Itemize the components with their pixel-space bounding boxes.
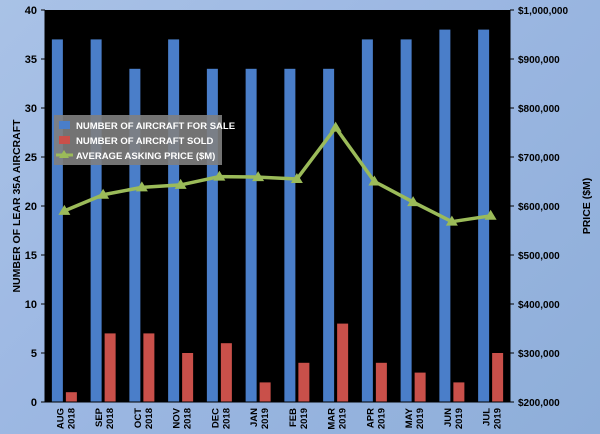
bar-sold [414,372,426,402]
bar-sold [65,392,77,402]
x-tick-label: JUN2019 [443,408,465,429]
bar-sold [298,362,310,402]
right-tick-label: $1,000,000 [518,6,568,17]
bar-for-sale [400,39,412,403]
right-tick-label: $800,000 [518,104,560,115]
legend-swatch [59,136,70,144]
legend-swatch [59,121,70,129]
right-tick-label: $300,000 [518,349,560,360]
price-point [174,178,187,189]
x-tick-label: AUG2018 [55,408,77,429]
right-axis: $200,000 $300,000 $400,000 $500,000 $600,000… [509,6,568,409]
left-tick-label: 30 [25,103,37,115]
legend-box [54,115,222,165]
price-point [329,121,342,132]
left-tick-label: 5 [31,348,37,360]
line-layer [58,121,497,226]
bar-for-sale [361,39,373,403]
bar-for-sale [90,39,102,403]
right-tick-label: $200,000 [518,398,560,409]
bar-sold [143,333,155,402]
x-tick-label: SEP2018 [94,407,116,429]
bar-for-sale [206,68,218,403]
bar-sold [375,362,387,402]
bar-for-sale [439,29,451,402]
x-tick-label: JAN2019 [249,408,271,429]
bars-layer [51,29,504,403]
bar-for-sale [129,68,141,403]
right-tick-label: $900,000 [518,55,560,66]
x-tick-label: NOV2018 [172,407,194,429]
bar-for-sale [168,39,180,403]
right-tick-label: $400,000 [518,300,560,311]
bar-for-sale [284,68,296,403]
legend: NUMBER OF AIRCRAFT FOR SALE NUMBER OF AIR… [54,115,235,165]
bar-sold [220,343,232,402]
bar-for-sale [245,68,257,403]
x-tick-label: OCT2018 [133,408,155,429]
price-point [252,171,265,182]
x-tick-label: JUL2019 [482,408,504,429]
right-tick-label: $700,000 [518,153,560,164]
y2-axis-label: PRICE ($M) [581,178,593,235]
price-point [484,209,497,220]
left-tick-label: 25 [25,152,37,164]
price-line [63,125,491,224]
x-tick-label: MAY2019 [404,407,426,429]
price-point [97,188,110,199]
bar-sold [104,333,116,402]
legend-label: AVERAGE ASKING PRICE ($M) [76,151,215,162]
left-tick-label: 40 [25,5,37,17]
right-tick-label: $500,000 [518,251,560,262]
bar-sold [259,382,271,402]
price-point [445,215,458,226]
bar-for-sale [51,39,63,403]
x-tick-label: APR2019 [365,408,387,429]
left-tick-label: 0 [31,397,37,409]
bar-sold [492,353,504,402]
x-axis: AUG2018 SEP2018 OCT2018 NOV2018 DEC2018 JAN20… [45,401,510,430]
price-point [58,204,71,215]
left-axis: 0 5 10 15 20 25 30 35 40 [25,5,46,409]
right-tick-label: $600,000 [518,202,560,213]
left-tick-label: 20 [25,201,37,213]
x-tick-label: FEB2019 [288,408,310,429]
price-point [368,175,381,186]
bar-sold [182,353,194,402]
left-tick-label: 15 [25,250,37,262]
plot-area [45,10,510,402]
left-tick-label: 35 [25,54,37,66]
x-tick-label: MAR2019 [327,408,349,430]
bar-sold [337,323,349,402]
price-point [290,173,303,184]
legend-label: NUMBER OF AIRCRAFT FOR SALE [76,121,235,132]
bar-sold [453,382,465,402]
price-point [213,170,226,181]
bar-for-sale [323,68,335,403]
legend-label: NUMBER OF AIRCRAFT SOLD [76,136,214,147]
y-axis-label: NUMBER OF LEAR 35A AIRCRAFT [11,119,23,293]
price-point [407,196,420,207]
left-tick-label: 10 [25,299,37,311]
price-point [135,181,148,192]
legend-swatch-marker [59,150,69,158]
x-tick-label: DEC2018 [210,408,232,429]
